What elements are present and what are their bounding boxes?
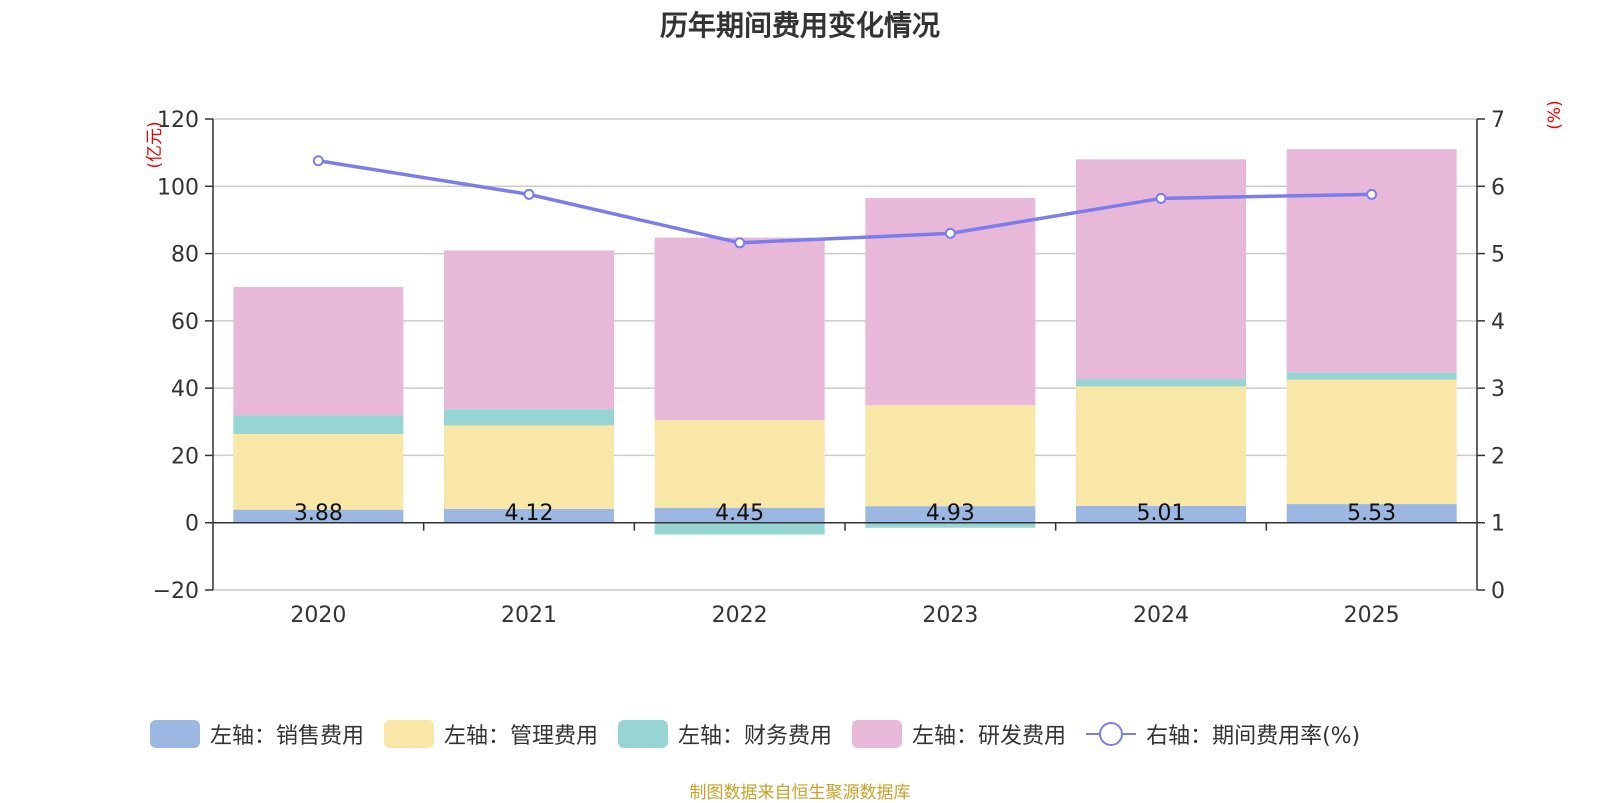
bar-segment xyxy=(233,509,404,523)
legend-swatch xyxy=(150,720,200,748)
bar-segment xyxy=(444,409,614,426)
left-axis-tick-label: 0 xyxy=(185,512,199,537)
rate-point xyxy=(734,237,746,249)
rate-line xyxy=(318,158,1372,245)
left-axis-tick-label: 40 xyxy=(171,377,199,402)
category-label: 2020 xyxy=(290,603,346,628)
right-axis-tick-label: 1 xyxy=(1491,512,1505,537)
right-axis-tick-label: 7 xyxy=(1491,108,1505,133)
rate-point xyxy=(944,227,956,239)
bar-segment xyxy=(865,506,1036,523)
legend-label: 左轴：销售费用 xyxy=(210,724,365,749)
left-axis-tick-label: 20 xyxy=(171,444,199,469)
bar-segment xyxy=(654,507,825,523)
bar-segment xyxy=(1286,379,1457,505)
left-axis-unit-label: (亿元) xyxy=(145,121,165,168)
legend-item[interactable]: 左轴：管理费用 xyxy=(384,718,598,750)
bar-segment xyxy=(1076,505,1246,523)
data-label: 5.01 xyxy=(1137,501,1186,526)
legend-label: 左轴：财务费用 xyxy=(678,724,833,749)
bar-segment xyxy=(1076,159,1246,380)
left-axis-tick-label: 60 xyxy=(171,310,199,335)
bar-segment xyxy=(654,522,825,535)
data-label: 4.45 xyxy=(715,501,764,526)
legend-item[interactable]: 左轴：销售费用 xyxy=(150,718,364,750)
chart-plot: 120 100 80 60 40 20 0 −20 7 6 5 4 3 2 1 0 (亿元) (%) 2020 202… xyxy=(145,100,1565,628)
left-axis-tick-label: 100 xyxy=(157,175,199,200)
right-axis-tick-label: 0 xyxy=(1491,579,1505,604)
bar-segment xyxy=(1076,386,1246,506)
bar-segment xyxy=(444,250,614,410)
bar-segment xyxy=(1286,372,1457,380)
bar-segment xyxy=(865,405,1036,507)
legend-swatch xyxy=(852,720,903,748)
legend-item[interactable]: 左轴：研发费用 xyxy=(852,718,1066,750)
bar-segment xyxy=(1286,149,1457,373)
rate-point xyxy=(523,188,535,200)
data-label: 4.12 xyxy=(505,501,554,526)
right-axis-tick-label: 2 xyxy=(1491,444,1505,469)
category-label: 2024 xyxy=(1133,603,1189,628)
category-label: 2025 xyxy=(1344,603,1400,628)
right-axis-tick-label: 3 xyxy=(1491,377,1505,402)
source-note: 制图数据来自恒生聚源数据库 xyxy=(689,783,911,803)
rate-point xyxy=(1155,192,1167,204)
bar-segment xyxy=(1286,504,1457,523)
rate-point xyxy=(312,155,324,167)
bar-segment xyxy=(654,419,825,508)
category-label: 2023 xyxy=(922,603,978,628)
bar-segment xyxy=(1076,379,1246,387)
bar-segment xyxy=(654,237,825,420)
rate-point xyxy=(1366,188,1378,200)
chart-title: 历年期间费用变化情况 xyxy=(659,9,940,42)
legend-line-icon xyxy=(1086,720,1137,748)
data-label: 3.88 xyxy=(294,501,343,526)
bar-segment xyxy=(444,508,614,523)
legend-label: 左轴：管理费用 xyxy=(444,724,599,749)
legend-item[interactable]: 右轴：期间费用率(%) xyxy=(1086,718,1360,750)
legend-swatch xyxy=(618,720,669,748)
bar-segment xyxy=(233,433,404,510)
right-axis-tick-label: 5 xyxy=(1491,243,1505,268)
left-axis-tick-label: 80 xyxy=(171,243,199,268)
legend-label: 左轴：研发费用 xyxy=(912,724,1067,749)
bar-segment xyxy=(865,522,1036,528)
bar-segment xyxy=(233,415,404,434)
legend-label: 右轴：期间费用率(%) xyxy=(1146,724,1361,749)
legend-item[interactable]: 左轴：财务费用 xyxy=(618,718,832,750)
right-axis-tick-label: 4 xyxy=(1491,310,1505,335)
bar-segment xyxy=(233,286,404,416)
legend-swatch xyxy=(384,720,435,748)
data-label: 4.93 xyxy=(926,501,975,526)
right-axis-unit-label: (%) xyxy=(1545,100,1565,129)
right-axis-tick-label: 6 xyxy=(1491,175,1505,200)
category-label: 2021 xyxy=(501,603,557,628)
data-label: 5.53 xyxy=(1347,501,1396,526)
left-axis-tick-label: 120 xyxy=(157,108,199,133)
bar-segment xyxy=(444,425,614,509)
category-label: 2022 xyxy=(712,603,768,628)
left-axis-tick-label: −20 xyxy=(153,579,199,604)
legend: 左轴：销售费用 左轴：管理费用 左轴：财务费用 左轴：研发费用 右轴：期间费用率(%) xyxy=(150,718,1380,750)
